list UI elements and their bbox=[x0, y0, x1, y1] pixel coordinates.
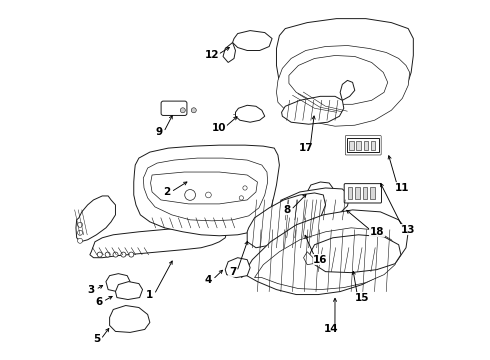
Circle shape bbox=[185, 190, 196, 200]
Text: 10: 10 bbox=[212, 123, 227, 133]
Polygon shape bbox=[282, 215, 320, 238]
Polygon shape bbox=[254, 228, 399, 289]
Text: 4: 4 bbox=[205, 275, 212, 285]
Polygon shape bbox=[307, 182, 333, 200]
Polygon shape bbox=[223, 42, 236, 62]
Polygon shape bbox=[106, 274, 130, 292]
Text: 16: 16 bbox=[313, 255, 328, 265]
Circle shape bbox=[191, 108, 196, 113]
FancyBboxPatch shape bbox=[344, 184, 382, 203]
Polygon shape bbox=[370, 187, 375, 199]
Polygon shape bbox=[76, 196, 116, 242]
Text: 3: 3 bbox=[88, 284, 95, 294]
Text: 9: 9 bbox=[156, 127, 163, 137]
Circle shape bbox=[239, 196, 244, 200]
Text: 2: 2 bbox=[163, 187, 171, 197]
Polygon shape bbox=[150, 172, 257, 204]
Circle shape bbox=[243, 186, 247, 190]
Text: 17: 17 bbox=[298, 143, 313, 153]
Text: 14: 14 bbox=[323, 324, 338, 334]
Polygon shape bbox=[364, 141, 368, 150]
Polygon shape bbox=[289, 55, 388, 104]
Polygon shape bbox=[276, 19, 414, 122]
FancyBboxPatch shape bbox=[161, 101, 187, 116]
Circle shape bbox=[77, 238, 82, 243]
FancyBboxPatch shape bbox=[347, 139, 379, 152]
Circle shape bbox=[77, 222, 82, 227]
Text: 13: 13 bbox=[401, 225, 416, 235]
Text: 12: 12 bbox=[205, 50, 220, 60]
Circle shape bbox=[97, 252, 102, 257]
Text: 11: 11 bbox=[395, 183, 410, 193]
Polygon shape bbox=[340, 80, 355, 100]
Polygon shape bbox=[355, 187, 360, 199]
Polygon shape bbox=[349, 141, 354, 150]
Polygon shape bbox=[110, 306, 150, 332]
Circle shape bbox=[121, 252, 126, 257]
Text: 5: 5 bbox=[93, 334, 100, 345]
Polygon shape bbox=[90, 228, 227, 258]
Polygon shape bbox=[236, 105, 265, 122]
Polygon shape bbox=[247, 193, 325, 248]
Polygon shape bbox=[309, 235, 401, 273]
Polygon shape bbox=[363, 187, 368, 199]
Polygon shape bbox=[276, 188, 350, 222]
Polygon shape bbox=[143, 158, 268, 221]
Polygon shape bbox=[356, 141, 361, 150]
Circle shape bbox=[113, 252, 118, 257]
Text: 18: 18 bbox=[369, 227, 384, 237]
Text: 1: 1 bbox=[146, 289, 153, 300]
Polygon shape bbox=[303, 252, 313, 265]
Circle shape bbox=[129, 252, 134, 257]
Polygon shape bbox=[225, 258, 250, 278]
Circle shape bbox=[180, 108, 185, 113]
Text: 8: 8 bbox=[283, 205, 291, 215]
Polygon shape bbox=[134, 145, 279, 236]
Text: 15: 15 bbox=[355, 293, 369, 302]
Polygon shape bbox=[371, 141, 375, 150]
Text: 6: 6 bbox=[95, 297, 102, 306]
Text: 7: 7 bbox=[229, 267, 236, 276]
Circle shape bbox=[105, 252, 110, 257]
Polygon shape bbox=[233, 31, 272, 50]
Circle shape bbox=[205, 192, 211, 198]
Polygon shape bbox=[348, 187, 352, 199]
Polygon shape bbox=[276, 45, 410, 126]
Polygon shape bbox=[242, 210, 408, 294]
Polygon shape bbox=[116, 282, 143, 300]
Circle shape bbox=[77, 230, 82, 235]
Polygon shape bbox=[282, 96, 344, 124]
